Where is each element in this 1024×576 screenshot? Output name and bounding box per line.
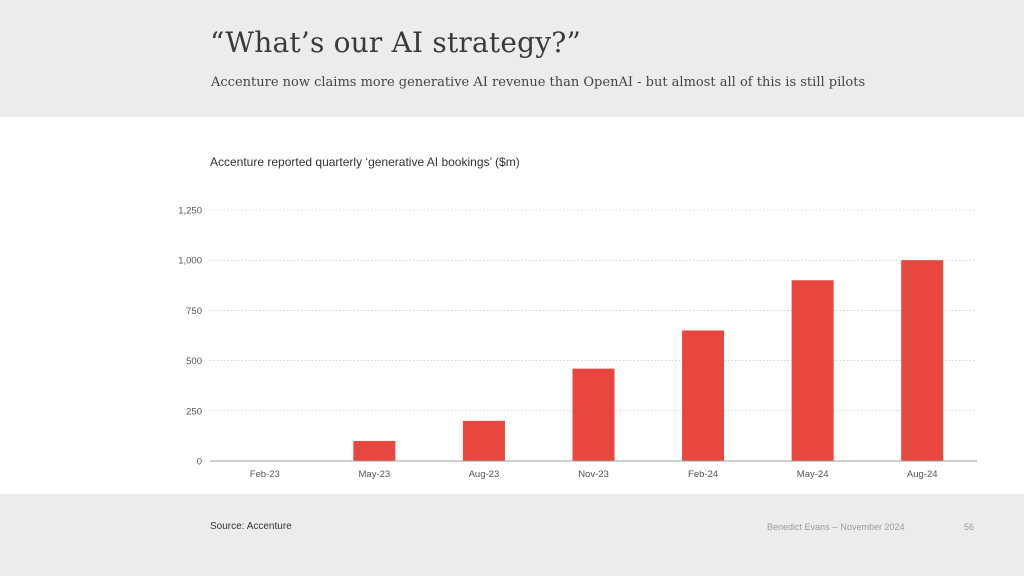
bar [462, 420, 505, 461]
bar [353, 440, 396, 461]
slide-header: “What’s our AI strategy?” Accenture now … [0, 0, 1024, 117]
author-credit: Benedict Evans -- November 2024 [767, 522, 905, 532]
bar [572, 368, 615, 461]
bar [791, 280, 834, 461]
chart-title: Accenture reported quarterly ‘generative… [210, 155, 520, 169]
y-tick-label: 1,000 [178, 256, 202, 267]
bar [682, 330, 725, 461]
x-tick-label: Aug-24 [907, 469, 938, 480]
slide-footer [0, 494, 1024, 576]
x-tick-label: May-24 [797, 469, 829, 480]
y-tick-label: 500 [186, 356, 202, 367]
x-tick-label: Aug-23 [469, 469, 500, 480]
slide-subtitle: Accenture now claims more generative AI … [211, 75, 866, 90]
x-tick-label: May-23 [359, 469, 391, 480]
bar [901, 260, 944, 461]
source-note: Source: Accenture [210, 521, 292, 532]
x-tick-label: Feb-23 [250, 469, 280, 480]
y-tick-label: 250 [186, 406, 202, 417]
x-tick-label: Feb-24 [688, 469, 718, 480]
slide-title: “What’s our AI strategy?” [210, 26, 581, 59]
y-tick-label: 1,250 [178, 206, 202, 217]
page-number: 56 [964, 522, 975, 532]
y-tick-label: 0 [197, 457, 202, 468]
y-tick-label: 750 [186, 306, 202, 317]
x-tick-label: Nov-23 [578, 469, 609, 480]
